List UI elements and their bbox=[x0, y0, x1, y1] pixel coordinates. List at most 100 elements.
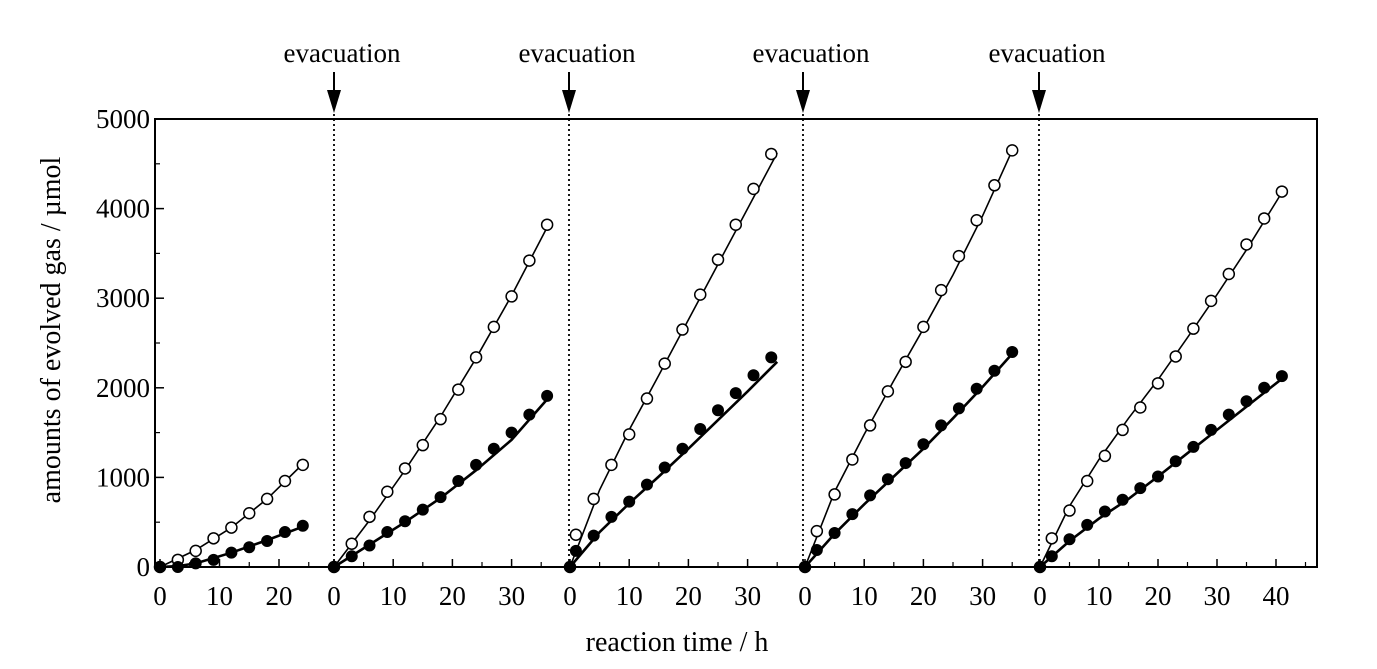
filled-marker bbox=[952, 402, 965, 415]
open-marker bbox=[747, 182, 760, 196]
open-marker bbox=[711, 253, 725, 266]
filled-marker bbox=[569, 544, 582, 557]
filled-marker bbox=[243, 541, 256, 554]
filled-marker bbox=[765, 351, 778, 364]
filled-marker bbox=[564, 561, 576, 573]
filled-marker bbox=[658, 461, 671, 474]
filled-marker bbox=[1098, 505, 1111, 518]
filled-marker bbox=[1258, 381, 1271, 394]
filled-marker bbox=[416, 503, 429, 516]
y-axis: 0 1000 2000 3000 4000 5000 bbox=[96, 104, 164, 582]
open-marker bbox=[523, 254, 536, 267]
open-marker bbox=[1151, 377, 1165, 390]
filled-marker bbox=[296, 519, 309, 532]
filled-marker bbox=[1045, 550, 1058, 563]
filled-marker bbox=[917, 438, 930, 451]
runs: 0 10 20 0 10 20 30 0 10 20 30 0 10 20 30 0 10 20 30 40 bbox=[153, 144, 1307, 611]
open-marker bbox=[605, 458, 618, 472]
open-marker bbox=[1240, 238, 1253, 251]
open-marker bbox=[676, 323, 689, 336]
filled-marker bbox=[640, 478, 653, 491]
x-tick-label: 0 bbox=[563, 581, 577, 611]
evacuation-arrow-head bbox=[327, 90, 341, 113]
filled-marker bbox=[1081, 518, 1094, 531]
x-tick-label: 0 bbox=[327, 581, 341, 611]
evacuation-3: evacuation bbox=[753, 38, 870, 567]
x-tick-label: 0 bbox=[1033, 581, 1047, 611]
open-marker bbox=[1204, 294, 1218, 308]
run-4: 0 10 20 30 bbox=[798, 144, 1019, 611]
filled-marker bbox=[1152, 470, 1164, 483]
evacuation-label: evacuation bbox=[753, 38, 870, 68]
open-marker bbox=[487, 320, 501, 334]
open-marker bbox=[363, 510, 376, 524]
open-marker bbox=[899, 355, 912, 369]
x-tick-label: 20 bbox=[439, 581, 466, 611]
filled-marker bbox=[587, 529, 600, 542]
y-tick-label: 1000 bbox=[96, 462, 150, 492]
filled-marker bbox=[345, 550, 358, 563]
x-tick-label: 0 bbox=[153, 581, 167, 611]
filled-marker bbox=[605, 510, 618, 523]
filled-marker bbox=[846, 508, 859, 521]
x-tick-label: 30 bbox=[734, 581, 761, 611]
open-marker bbox=[881, 385, 895, 398]
plot-frame bbox=[154, 118, 1318, 568]
open-marker bbox=[828, 488, 841, 501]
open-marker bbox=[1169, 350, 1182, 363]
filled-marker bbox=[799, 561, 811, 573]
filled-marker bbox=[261, 535, 274, 548]
filled-marker bbox=[225, 546, 238, 559]
filled-marker bbox=[935, 419, 948, 432]
filled-marker bbox=[676, 442, 689, 455]
open-marker bbox=[934, 283, 948, 297]
y-axis-title: amounts of evolved gas / µmol bbox=[36, 156, 67, 503]
filled-marker bbox=[1205, 423, 1218, 436]
x-tick-label: 0 bbox=[798, 581, 812, 611]
open-marker bbox=[505, 290, 518, 303]
filled-marker bbox=[747, 369, 760, 382]
open-marker bbox=[846, 453, 859, 466]
filled-marker bbox=[623, 495, 636, 508]
open-marker bbox=[765, 147, 778, 161]
filled-marker bbox=[694, 423, 707, 436]
filled-marker bbox=[171, 561, 184, 573]
x-tick-label: 10 bbox=[380, 581, 407, 611]
evacuation-arrow-head bbox=[562, 90, 576, 113]
open-marker bbox=[1045, 532, 1059, 545]
filled-marker bbox=[363, 539, 376, 552]
open-marker bbox=[1063, 504, 1076, 517]
x-tick-label: 10 bbox=[1086, 581, 1113, 611]
open-marker bbox=[1098, 449, 1112, 463]
filled-marker bbox=[381, 526, 394, 539]
evacuation-arrow-head bbox=[1032, 90, 1046, 113]
y-tick-label: 5000 bbox=[96, 104, 150, 134]
x-tick-label: 30 bbox=[1204, 581, 1231, 611]
filled-marker bbox=[712, 404, 724, 417]
open-marker bbox=[243, 506, 256, 520]
open-marker bbox=[452, 383, 465, 396]
open-marker bbox=[398, 462, 412, 475]
filled-marker bbox=[278, 526, 291, 539]
filled-marker bbox=[487, 442, 500, 455]
filled-marker bbox=[1187, 440, 1200, 453]
open-marker bbox=[569, 528, 583, 541]
x-tick-label: 20 bbox=[910, 581, 937, 611]
filled-fit-line bbox=[569, 360, 779, 568]
evacuation-label: evacuation bbox=[284, 38, 401, 68]
filled-marker bbox=[470, 458, 483, 471]
filled-marker bbox=[729, 387, 742, 400]
open-marker bbox=[658, 357, 671, 370]
x-tick-label: 20 bbox=[675, 581, 702, 611]
open-marker bbox=[1275, 185, 1289, 198]
y-tick-label: 0 bbox=[137, 552, 151, 582]
open-marker bbox=[640, 392, 654, 405]
y-tick-label: 3000 bbox=[96, 283, 150, 313]
open-marker bbox=[1257, 212, 1271, 225]
filled-marker bbox=[1116, 493, 1129, 506]
x-tick-label: 10 bbox=[851, 581, 878, 611]
x-tick-label: 10 bbox=[616, 581, 643, 611]
filled-marker bbox=[399, 515, 412, 528]
filled-marker bbox=[1222, 408, 1235, 421]
